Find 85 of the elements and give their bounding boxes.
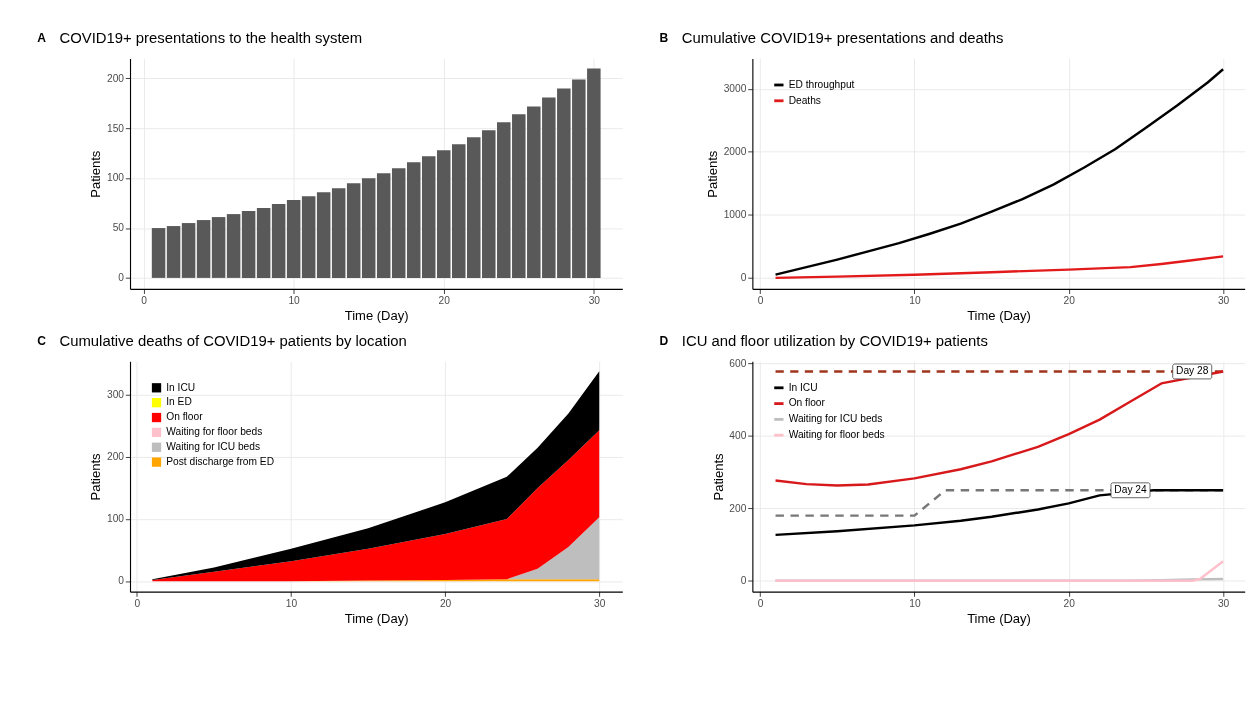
y-tick-label: 200 (729, 502, 747, 514)
legend-label: Waiting for floor beds (788, 428, 885, 440)
bar (421, 156, 436, 278)
y-tick-label: 2000 (723, 146, 747, 158)
y-tick-label: 0 (118, 575, 125, 587)
text: A (37, 30, 47, 45)
chart-title: Cumulative deaths of COVID19+ patients by location (59, 332, 407, 349)
x-tick-label: 20 (1063, 598, 1076, 610)
y-axis-title: Patients (710, 453, 726, 501)
x-axis-title: Time (Day) (967, 610, 1031, 626)
annotation: Day 24 (1114, 484, 1147, 496)
x-tick-label: 10 (285, 598, 298, 610)
bar (196, 220, 211, 278)
bar (211, 217, 226, 278)
text: B (659, 30, 669, 45)
chart-title: Cumulative COVID19+ presentations and deaths (681, 29, 1004, 46)
x-tick-label: 30 (588, 295, 601, 307)
legend-label: Waiting for floor beds (166, 426, 263, 438)
legend-label: In ED (166, 396, 192, 408)
y-tick-label: 200 (106, 72, 125, 84)
y-tick-label: 300 (106, 389, 125, 401)
x-axis-title: Time (Day) (344, 308, 409, 323)
bar (151, 228, 166, 278)
bar (361, 178, 376, 278)
legend-label: On floor (788, 397, 826, 409)
y-tick-label: 50 (112, 222, 125, 234)
legend-label: Waiting for ICU beds (788, 413, 883, 425)
bar (226, 214, 241, 278)
x-tick-label: 0 (757, 598, 764, 610)
x-tick-label: 10 (288, 295, 301, 307)
y-tick-label: 400 (729, 430, 747, 442)
y-tick-label: 0 (740, 272, 747, 284)
x-tick-label: 10 (909, 598, 921, 610)
x-tick-label: 10 (909, 295, 921, 307)
bar (256, 208, 271, 278)
chart-title: COVID19+ presentations to the health system (59, 29, 363, 46)
bar (271, 204, 286, 278)
bar (301, 196, 316, 278)
y-tick-label: 1000 (723, 209, 747, 221)
legend-label: In ICU (788, 381, 818, 393)
y-axis-title: Patients (88, 150, 104, 198)
y-tick-label: 0 (118, 272, 125, 284)
legend-label: Waiting for ICU beds (166, 441, 261, 453)
y-axis-title: Patients (705, 150, 721, 198)
x-tick-label: 20 (1063, 295, 1076, 307)
y-tick-label: 150 (106, 122, 125, 134)
bar (181, 223, 196, 278)
annotation: Day 28 (1176, 365, 1209, 377)
bar (286, 200, 301, 278)
legend-label: Post discharge from ED (166, 455, 275, 467)
x-tick-label: 20 (439, 598, 452, 610)
line-series (774, 255, 1225, 280)
x-axis-title: Time (Day) (344, 610, 409, 626)
line-series (774, 68, 1225, 276)
x-tick-label: 0 (134, 598, 141, 610)
bar (406, 162, 421, 278)
x-axis-title: Time (Day) (967, 308, 1031, 323)
bar (316, 192, 331, 278)
legend-label: ED throughput (788, 78, 855, 90)
y-tick-label: 100 (106, 513, 125, 525)
x-tick-label: 30 (594, 598, 606, 610)
legend-label: On floor (166, 411, 204, 423)
x-tick-label: 30 (1217, 295, 1230, 307)
text: D (659, 333, 669, 348)
bar (436, 150, 451, 278)
y-tick-label: 0 (740, 575, 747, 587)
chart-title: ICU and floor utilization by COVID19+ patients (681, 332, 988, 349)
bar (331, 188, 346, 278)
y-tick-label: 600 (729, 357, 747, 369)
bar (376, 173, 391, 278)
bar (166, 226, 181, 278)
legend-label: In ICU (166, 381, 196, 393)
y-tick-label: 200 (106, 451, 125, 463)
x-tick-label: 0 (757, 295, 764, 307)
legend-label: Deaths (788, 94, 821, 106)
bar (346, 183, 361, 278)
y-axis-title: Patients (88, 453, 104, 501)
text: C (37, 333, 47, 348)
bar (391, 168, 406, 278)
y-tick-label: 100 (106, 172, 125, 184)
bar (241, 211, 256, 278)
x-tick-label: 0 (141, 295, 148, 307)
x-tick-label: 20 (438, 295, 451, 307)
x-tick-label: 30 (1217, 598, 1230, 610)
y-tick-label: 3000 (723, 83, 747, 95)
